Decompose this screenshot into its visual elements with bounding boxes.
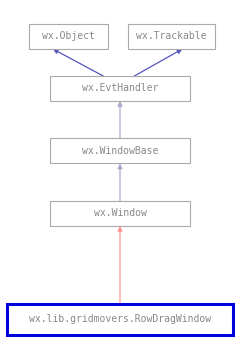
FancyBboxPatch shape — [128, 24, 215, 49]
Text: wx.Window: wx.Window — [94, 209, 146, 218]
FancyBboxPatch shape — [7, 304, 233, 335]
Text: wx.Object: wx.Object — [42, 32, 95, 41]
FancyBboxPatch shape — [50, 201, 190, 226]
Text: wx.Trackable: wx.Trackable — [136, 32, 207, 41]
FancyBboxPatch shape — [50, 138, 190, 163]
Text: wx.lib.gridmovers.RowDragWindow: wx.lib.gridmovers.RowDragWindow — [29, 314, 211, 324]
FancyBboxPatch shape — [29, 24, 108, 49]
Text: wx.EvtHandler: wx.EvtHandler — [82, 84, 158, 93]
FancyBboxPatch shape — [50, 76, 190, 101]
Text: wx.WindowBase: wx.WindowBase — [82, 146, 158, 156]
